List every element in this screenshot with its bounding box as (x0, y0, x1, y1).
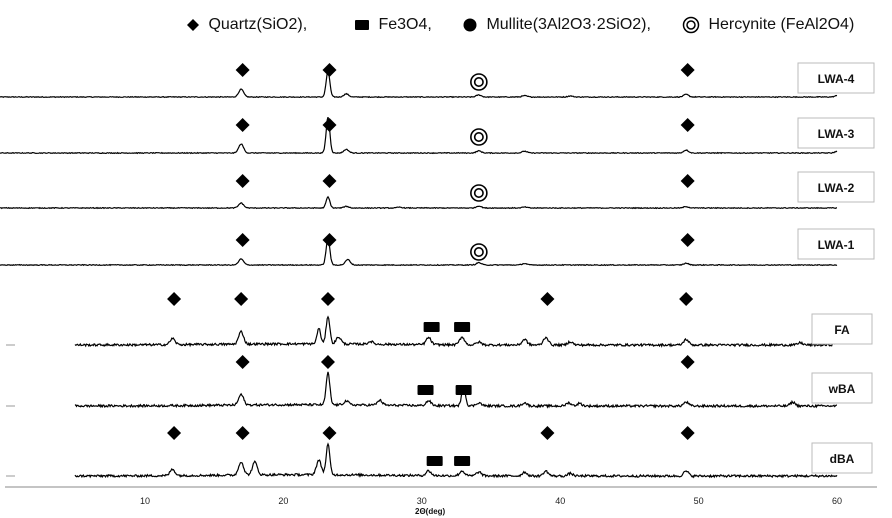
quartz-marker (680, 233, 695, 247)
quartz-marker (235, 426, 250, 440)
quartz-marker (680, 118, 695, 132)
hercynite-marker (470, 128, 488, 146)
trace-fa (74, 315, 838, 348)
quartz-marker (234, 292, 249, 306)
double-circle-icon (682, 16, 700, 34)
legend-item-fe3o4: Fe3O4, (354, 12, 432, 38)
hercynite-marker-inner (473, 188, 484, 199)
sample-label-lwa-2: LWA-2 (818, 181, 855, 195)
diamond-icon (187, 19, 199, 31)
circle-icon (463, 18, 477, 32)
quartz-marker (235, 355, 250, 369)
sample-label-lwa-1: LWA-1 (818, 238, 855, 252)
quartz-marker (680, 63, 695, 77)
trace-wba (74, 371, 838, 409)
quartz-marker (320, 355, 335, 369)
sample-label-lwa-3: LWA-3 (818, 127, 855, 141)
hercynite-marker-inner (473, 247, 484, 258)
quartz-marker (680, 426, 695, 440)
quartz-marker (235, 63, 250, 77)
quartz-marker (320, 292, 335, 306)
x-tick-label: 30 (417, 496, 427, 506)
sample-label-box (797, 228, 875, 260)
fe3o4-marker (454, 456, 471, 466)
trace-lwa-4 (0, 68, 838, 99)
quartz-marker (235, 174, 250, 188)
quartz-marker (680, 174, 695, 188)
hercynite-marker-inner (473, 132, 484, 143)
hercynite-marker (470, 184, 488, 202)
hercynite-marker-inner (473, 77, 484, 88)
quartz-marker (540, 426, 555, 440)
hercynite-marker (470, 73, 488, 91)
x-tick-label: 60 (832, 496, 842, 506)
quartz-marker (167, 426, 182, 440)
legend-label-mullite: Mullite(3Al2O3·2SiO2), (486, 16, 651, 33)
legend-item-mullite: Mullite(3Al2O3·2SiO2), (462, 12, 651, 38)
fe3o4-marker (417, 385, 434, 395)
quartz-marker (322, 233, 337, 247)
legend-label-fe3o4: Fe3O4, (378, 16, 432, 33)
sample-label-fa: FA (834, 323, 850, 337)
quartz-marker (680, 355, 695, 369)
sample-label-box (811, 313, 873, 345)
legend-item-hercynite: Hercynite (FeAl2O4) (682, 12, 854, 38)
x-axis-label: 2Θ(deg) (415, 507, 446, 516)
trace-lwa-2 (0, 195, 837, 210)
sample-label-wba: wBA (828, 382, 856, 396)
fe3o4-marker (426, 456, 443, 466)
sample-label-box (797, 117, 875, 149)
sample-label-dba: dBA (830, 452, 855, 466)
legend-item-quartz: Quartz(SiO2), (186, 12, 307, 38)
fe3o4-marker (423, 322, 440, 332)
x-tick-label: 40 (555, 496, 565, 506)
trace-dba (74, 442, 838, 479)
chart-legend: Quartz(SiO2), Fe3O4, Mullite(3Al2O3·2SiO… (186, 12, 886, 38)
x-tick-label: 50 (694, 496, 704, 506)
quartz-marker (235, 118, 250, 132)
sample-label-box (811, 442, 873, 474)
quartz-marker (540, 292, 555, 306)
sample-label-box (797, 171, 875, 203)
quartz-marker (322, 426, 337, 440)
sample-label-box (797, 62, 875, 94)
quartz-marker (322, 174, 337, 188)
quartz-marker (679, 292, 694, 306)
legend-label-quartz: Quartz(SiO2), (208, 16, 308, 33)
square-icon (355, 20, 369, 30)
sample-label-lwa-4: LWA-4 (818, 72, 855, 86)
trace-lwa-3 (0, 116, 838, 155)
quartz-marker (322, 63, 337, 77)
fe3o4-marker (454, 322, 471, 332)
x-tick-label: 10 (140, 496, 150, 506)
quartz-marker (322, 118, 337, 132)
hercynite-marker (470, 243, 488, 261)
quartz-marker (167, 292, 182, 306)
fe3o4-marker (455, 385, 472, 395)
x-tick-label: 20 (278, 496, 288, 506)
trace-lwa-1 (0, 235, 838, 267)
legend-label-hercynite: Hercynite (FeAl2O4) (708, 16, 855, 33)
sample-label-box (811, 372, 873, 404)
quartz-marker (235, 233, 250, 247)
